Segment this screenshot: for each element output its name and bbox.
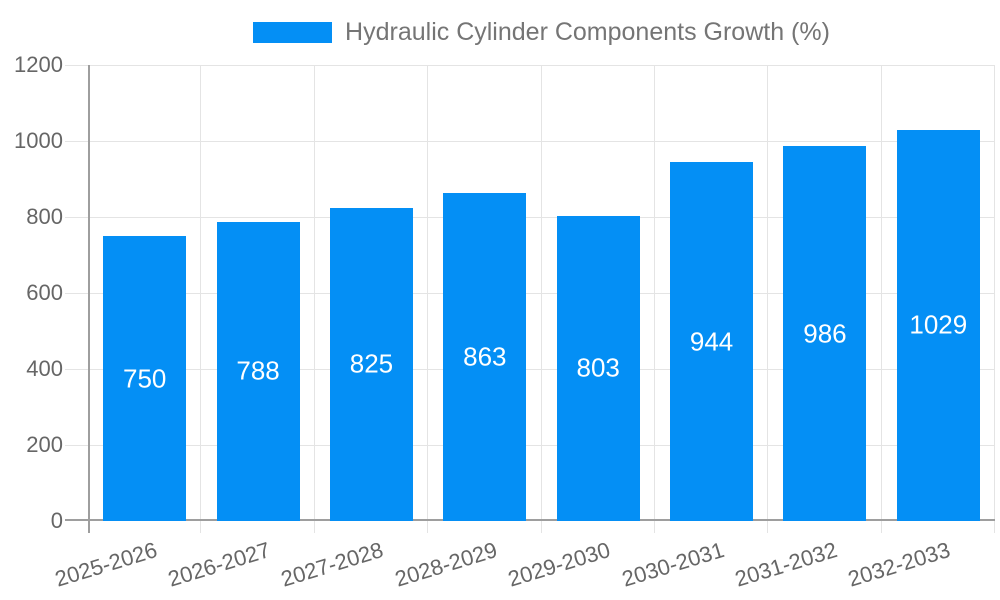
bar[interactable]: 863	[443, 193, 527, 521]
vertical-gridline	[540, 65, 542, 533]
bar-value-label: 986	[803, 318, 847, 349]
vertical-gridline	[994, 65, 995, 533]
y-axis-tick-label: 600	[26, 280, 63, 305]
vertical-gridline	[653, 65, 655, 533]
plot-area: 0 200 400 600 800 1000 1200 750 788 825 863 803 944 9…	[14, 54, 995, 592]
legend-series-label: Hydraulic Cylinder Components Growth (%)	[345, 17, 830, 46]
horizontal-gridline	[65, 216, 995, 218]
bar[interactable]: 944	[670, 162, 754, 521]
x-axis-baseline	[65, 519, 995, 521]
bar[interactable]: 1029	[896, 129, 980, 521]
bar-value-label: 825	[349, 348, 394, 379]
y-axis-tick-label: 400	[26, 356, 63, 381]
bar-value-label: 863	[463, 341, 507, 372]
vertical-gridline	[313, 65, 315, 533]
bar[interactable]: 803	[556, 215, 640, 521]
vertical-gridline	[200, 65, 202, 533]
vertical-gridline	[427, 65, 429, 533]
bar-value-label: 750	[122, 363, 167, 393]
horizontal-gridline	[65, 140, 995, 142]
horizontal-gridline	[65, 444, 995, 446]
bar[interactable]: 750	[103, 236, 187, 521]
horizontal-gridline	[65, 292, 995, 294]
y-axis-tick-label: 1200	[14, 52, 63, 77]
bar[interactable]: 825	[329, 207, 413, 521]
legend-color-swatch	[253, 21, 333, 43]
vertical-gridline	[767, 65, 769, 533]
horizontal-gridline	[65, 368, 995, 370]
bar-value-label: 1029	[909, 309, 968, 340]
y-axis-tick-label: 200	[26, 432, 63, 457]
chart-legend: Hydraulic Cylinder Components Growth (%)	[88, 18, 995, 46]
vertical-gridline	[880, 65, 882, 533]
y-axis-tick-label: 0	[50, 508, 63, 533]
bar[interactable]: 986	[783, 146, 867, 521]
y-axis-line	[88, 65, 90, 533]
y-axis-tick-label: 800	[26, 204, 63, 229]
bar[interactable]: 788	[216, 221, 300, 521]
bar-value-label: 803	[576, 352, 620, 383]
bar-value-label: 788	[236, 355, 280, 386]
bar-value-label: 944	[689, 326, 734, 357]
horizontal-gridline	[65, 64, 995, 66]
y-axis-tick-label: 1000	[14, 128, 63, 153]
